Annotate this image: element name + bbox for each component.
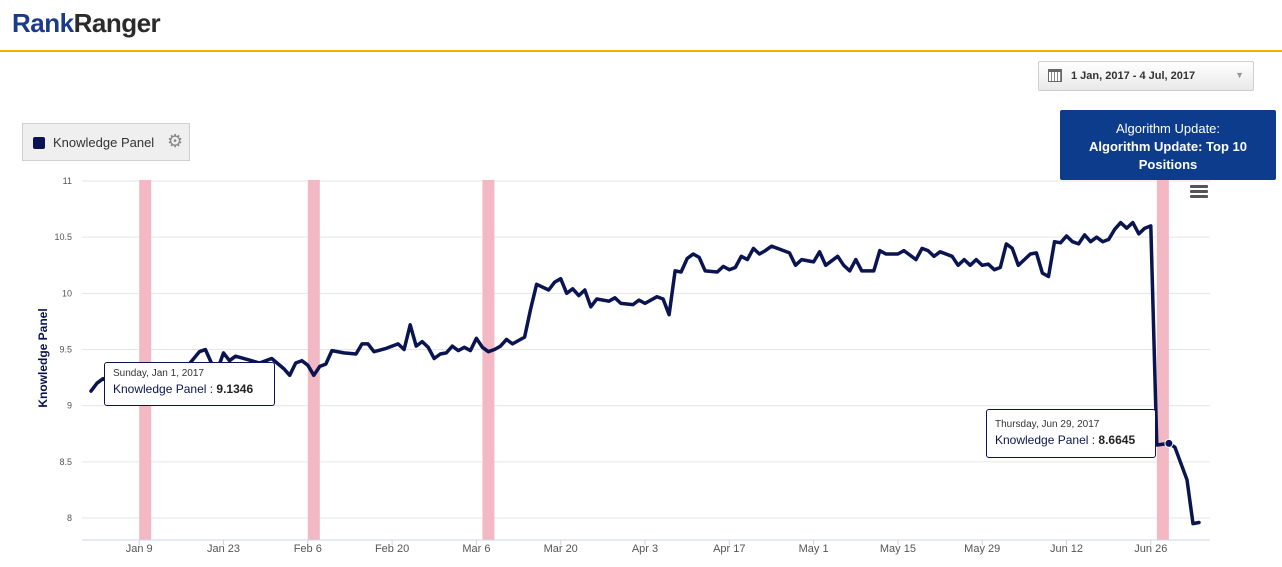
x-tick-label: Apr 3 [632, 543, 658, 555]
y-tick-label: 9 [67, 401, 72, 411]
tooltip-sep: : [1088, 433, 1099, 447]
date-range-label: 1 Jan, 2017 - 4 Jul, 2017 [1071, 70, 1196, 82]
x-tick-label: Feb 6 [294, 543, 322, 555]
series-legend-toggle[interactable]: Knowledge Panel ⚙ [22, 123, 190, 161]
tooltip-date: Sunday, Jan 1, 2017 [113, 368, 204, 379]
tooltip-sep: : [206, 382, 217, 396]
x-tick-label: Mar 6 [462, 543, 490, 555]
logo-ranger: Ranger [73, 8, 161, 38]
chart-menu-icon[interactable] [1190, 185, 1208, 199]
y-axis-title: Knowledge Panel [36, 308, 50, 407]
x-tick-label: Apr 17 [713, 543, 745, 555]
legend-label: Knowledge Panel [53, 135, 155, 150]
algorithm-tooltip-title: Algorithm Update: [1115, 121, 1221, 136]
hover-point-marker [1164, 438, 1174, 448]
tooltip-series: Knowledge Panel [113, 382, 207, 396]
algorithm-update-band [482, 180, 495, 540]
x-tick-label: May 15 [880, 543, 916, 555]
algorithm-update-band [1156, 180, 1169, 540]
algorithm-update-tooltip: Algorithm Update: Algorithm Update: Top … [1060, 110, 1276, 180]
y-tick-label: 9.5 [59, 345, 72, 355]
point-tooltip-end: Thursday, Jun 29, 2017 Knowledge Panel :… [986, 409, 1156, 458]
y-tick-label: 10 [62, 288, 72, 298]
tooltip-value: 9.1346 [216, 382, 254, 396]
x-tick-label: May 29 [964, 543, 1000, 555]
x-tick-label: Mar 20 [544, 543, 578, 555]
x-tick-label: Jan 9 [126, 543, 153, 555]
x-tick-label: Jan 23 [207, 543, 240, 555]
rankranger-logo[interactable]: RankRanger [12, 8, 161, 39]
series-line-knowledge-panel [89, 220, 1201, 526]
calendar-icon [1048, 69, 1062, 82]
logo-rank: Rank [12, 8, 74, 38]
x-tick-label: Jun 26 [1134, 543, 1167, 555]
tooltip-series: Knowledge Panel [995, 433, 1089, 447]
x-tick-label: Feb 20 [375, 543, 409, 555]
algorithm-update-band [307, 180, 320, 540]
app-header: RankRanger [0, 0, 1282, 52]
gear-icon[interactable]: ⚙ [167, 131, 184, 151]
y-tick-label: 10.5 [54, 232, 72, 242]
tooltip-date: Thursday, Jun 29, 2017 [995, 419, 1100, 430]
y-tick-label: 8 [67, 513, 72, 523]
y-tick-label: 11 [63, 176, 72, 186]
dropdown-arrow-icon: ▼ [1235, 70, 1244, 80]
algorithm-update-band [139, 180, 152, 540]
point-tooltip-start: Sunday, Jan 1, 2017 Knowledge Panel : 9.… [104, 362, 275, 406]
legend-swatch [33, 137, 45, 149]
y-tick-label: 8.5 [59, 457, 72, 467]
date-range-picker[interactable]: 1 Jan, 2017 - 4 Jul, 2017 ▼ [1038, 61, 1254, 91]
algorithm-tooltip-detail: Algorithm Update: Top 10 Positions [1089, 139, 1247, 172]
x-tick-label: Jun 12 [1050, 543, 1083, 555]
tooltip-value-row: Knowledge Panel : 9.1346 [113, 382, 266, 396]
tooltip-value: 8.6645 [1098, 433, 1136, 447]
tooltip-value-row: Knowledge Panel : 8.6645 [995, 433, 1147, 447]
x-tick-label: May 1 [799, 543, 829, 555]
